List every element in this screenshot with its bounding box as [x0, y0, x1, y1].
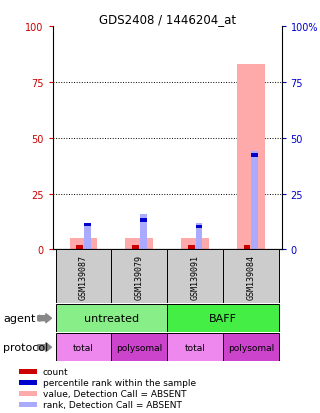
Text: polysomal: polysomal — [228, 343, 274, 352]
Bar — [69, 239, 98, 250]
Bar — [244, 245, 250, 250]
Text: total: total — [73, 343, 94, 352]
Bar — [76, 245, 83, 250]
Bar — [252, 154, 258, 157]
Text: GSM139087: GSM139087 — [79, 254, 88, 299]
Bar — [252, 152, 258, 250]
Bar — [237, 65, 265, 250]
Bar — [167, 333, 223, 361]
Bar — [56, 333, 111, 361]
Text: protocol: protocol — [3, 342, 48, 352]
Bar — [181, 239, 209, 250]
Bar — [84, 223, 91, 250]
Title: GDS2408 / 1446204_at: GDS2408 / 1446204_at — [99, 13, 236, 26]
Bar — [19, 401, 37, 406]
Text: percentile rank within the sample: percentile rank within the sample — [43, 378, 196, 387]
Bar — [167, 250, 223, 304]
Bar — [19, 369, 37, 374]
Text: BAFF: BAFF — [209, 313, 237, 323]
Bar — [196, 223, 202, 250]
Text: count: count — [43, 367, 68, 376]
Bar — [111, 333, 167, 361]
Bar — [125, 239, 153, 250]
Text: rank, Detection Call = ABSENT: rank, Detection Call = ABSENT — [43, 400, 182, 408]
Bar — [223, 333, 279, 361]
Text: GSM139079: GSM139079 — [135, 254, 144, 299]
Bar — [140, 214, 147, 250]
Bar — [167, 304, 279, 332]
Text: value, Detection Call = ABSENT: value, Detection Call = ABSENT — [43, 389, 186, 398]
Text: polysomal: polysomal — [116, 343, 163, 352]
Text: GSM139084: GSM139084 — [246, 254, 255, 299]
Bar — [132, 245, 139, 250]
Bar — [19, 380, 37, 385]
Bar — [56, 250, 111, 304]
Bar — [140, 218, 147, 222]
Text: GSM139091: GSM139091 — [191, 254, 200, 299]
Bar — [111, 250, 167, 304]
Bar — [56, 304, 167, 332]
Bar — [84, 223, 91, 226]
Text: agent: agent — [3, 313, 36, 323]
Bar — [196, 225, 202, 229]
Bar — [223, 250, 279, 304]
Bar — [19, 391, 37, 396]
Text: untreated: untreated — [84, 313, 139, 323]
Text: total: total — [185, 343, 205, 352]
Bar — [188, 245, 195, 250]
